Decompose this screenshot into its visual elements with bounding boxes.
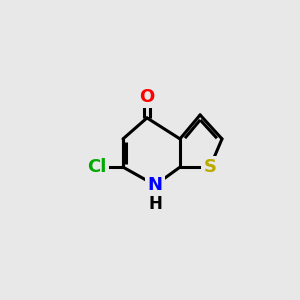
- Text: Cl: Cl: [87, 158, 106, 176]
- Text: H: H: [148, 195, 162, 213]
- Text: S: S: [203, 158, 217, 176]
- Text: N: N: [148, 176, 163, 194]
- Text: O: O: [140, 88, 154, 106]
- Text: N: N: [148, 176, 163, 194]
